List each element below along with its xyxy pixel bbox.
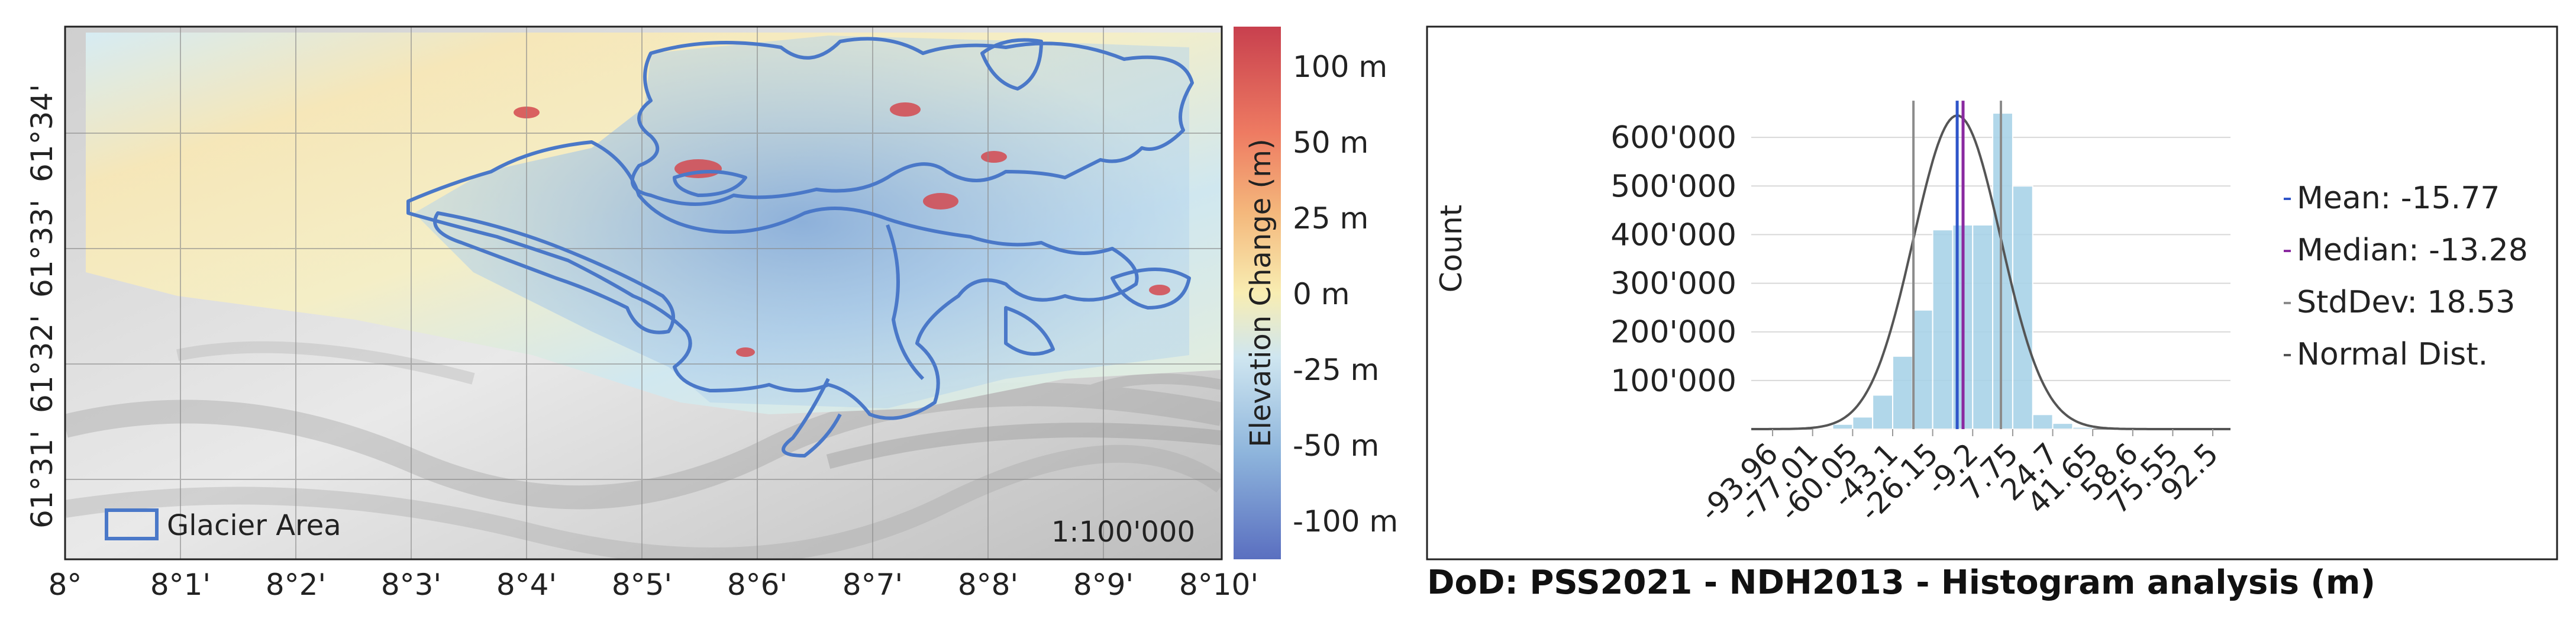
legend-label: Normal Dist. xyxy=(2297,337,2488,372)
colorbar-tick: 0 m xyxy=(1293,277,1350,311)
map-x-tick: 8°10' xyxy=(1179,568,1258,602)
map-x-tick: 8°2' xyxy=(266,568,326,602)
colorbar-tick: -100 m xyxy=(1293,504,1398,539)
histogram-bar xyxy=(1932,229,1954,430)
histogram-y-label: Count xyxy=(1434,205,1468,293)
histogram-bar xyxy=(2052,423,2074,430)
map-y-tick: 61°33' xyxy=(25,199,59,298)
histogram-bar xyxy=(1832,423,1854,430)
elevation-colorbar xyxy=(1234,27,1281,559)
legend-label: Median: -13.28 xyxy=(2297,233,2528,268)
map-x-tick: 8° xyxy=(49,568,82,602)
map-grid xyxy=(65,27,1222,559)
legend-label: StdDev: 18.53 xyxy=(2297,285,2515,320)
map-scale-text: 1:100'000 xyxy=(1051,516,1195,549)
glacier-outlines xyxy=(406,37,1194,458)
normal-distribution-curve xyxy=(1751,114,2230,430)
histogram-legend: Mean: -15.77 Median: -13.28 StdDev: 18.53 N… xyxy=(2284,181,2528,372)
histogram-bar xyxy=(2012,185,2033,430)
histogram-bar xyxy=(2032,414,2054,430)
histogram-bar xyxy=(1992,112,2013,430)
map-x-tick: 8°9' xyxy=(1073,568,1134,602)
colorbar-tick: 100 m xyxy=(1293,50,1387,84)
y-tick-label: 300'000 xyxy=(1610,266,1736,302)
colorbar-tick: -25 m xyxy=(1293,353,1379,387)
glacier-surface-loss xyxy=(414,36,1189,408)
map-raster xyxy=(65,27,1222,559)
map-y-tick: 61°34' xyxy=(25,84,59,182)
colorbar-ticks: 100 m 50 m 25 m 0 m -25 m -50 m -100 m xyxy=(1293,50,1398,539)
colorbar-tick: 50 m xyxy=(1293,125,1368,160)
histogram-title: DoD: PSS2021 - NDH2013 - Histogram analy… xyxy=(1427,563,2375,602)
y-tick-label: 100'000 xyxy=(1610,363,1736,399)
hillshade-ridges xyxy=(65,341,1222,559)
map-x-tick: 8°3' xyxy=(381,568,441,602)
legend-label: Mean: -15.77 xyxy=(2297,181,2500,216)
map-x-tick: 8°1' xyxy=(150,568,211,602)
map-y-tick: 61°32' xyxy=(25,315,59,413)
glacier-area-legend-label: Glacier Area xyxy=(167,509,341,542)
colorbar-tick: -50 m xyxy=(1293,429,1379,463)
histogram-bar xyxy=(1972,224,1994,430)
map-y-tick: 61°31' xyxy=(25,430,59,529)
colorbar-tick: 25 m xyxy=(1293,201,1368,236)
map-frame xyxy=(64,25,1223,560)
map-x-axis: 8° 8°1' 8°2' 8°3' 8°4' 8°5' 8°6' 8°7' 8°… xyxy=(49,568,1259,602)
map-x-tick: 8°4' xyxy=(496,568,557,602)
normal-curve-path xyxy=(1751,114,2230,430)
stat-lines xyxy=(1912,101,2002,429)
map-x-tick: 8°6' xyxy=(727,568,787,602)
histogram-bar xyxy=(1912,309,1933,430)
histogram-y-axis: 100'000 200'000 300'000 400'000 500'000 600'0… xyxy=(1610,120,1736,399)
colorbar-title: Elevation Change (m) xyxy=(1244,138,1277,447)
map-x-tick: 8°7' xyxy=(842,568,903,602)
map-x-tick: 8°5' xyxy=(612,568,672,602)
map-x-tick: 8°8' xyxy=(958,568,1018,602)
map-y-axis: 61°31' 61°32' 61°33' 61°34' xyxy=(25,84,59,529)
y-tick-label: 200'000 xyxy=(1610,315,1736,350)
histogram-bar xyxy=(1892,355,1913,430)
histogram-bar xyxy=(2072,426,2094,430)
histogram-bar xyxy=(1852,416,1874,430)
y-tick-label: 500'000 xyxy=(1610,169,1736,204)
glacier-area-legend-swatch xyxy=(105,508,159,540)
y-tick-label: 600'000 xyxy=(1610,120,1736,156)
y-tick-label: 400'000 xyxy=(1610,217,1736,253)
histogram-bar xyxy=(1872,394,1894,430)
